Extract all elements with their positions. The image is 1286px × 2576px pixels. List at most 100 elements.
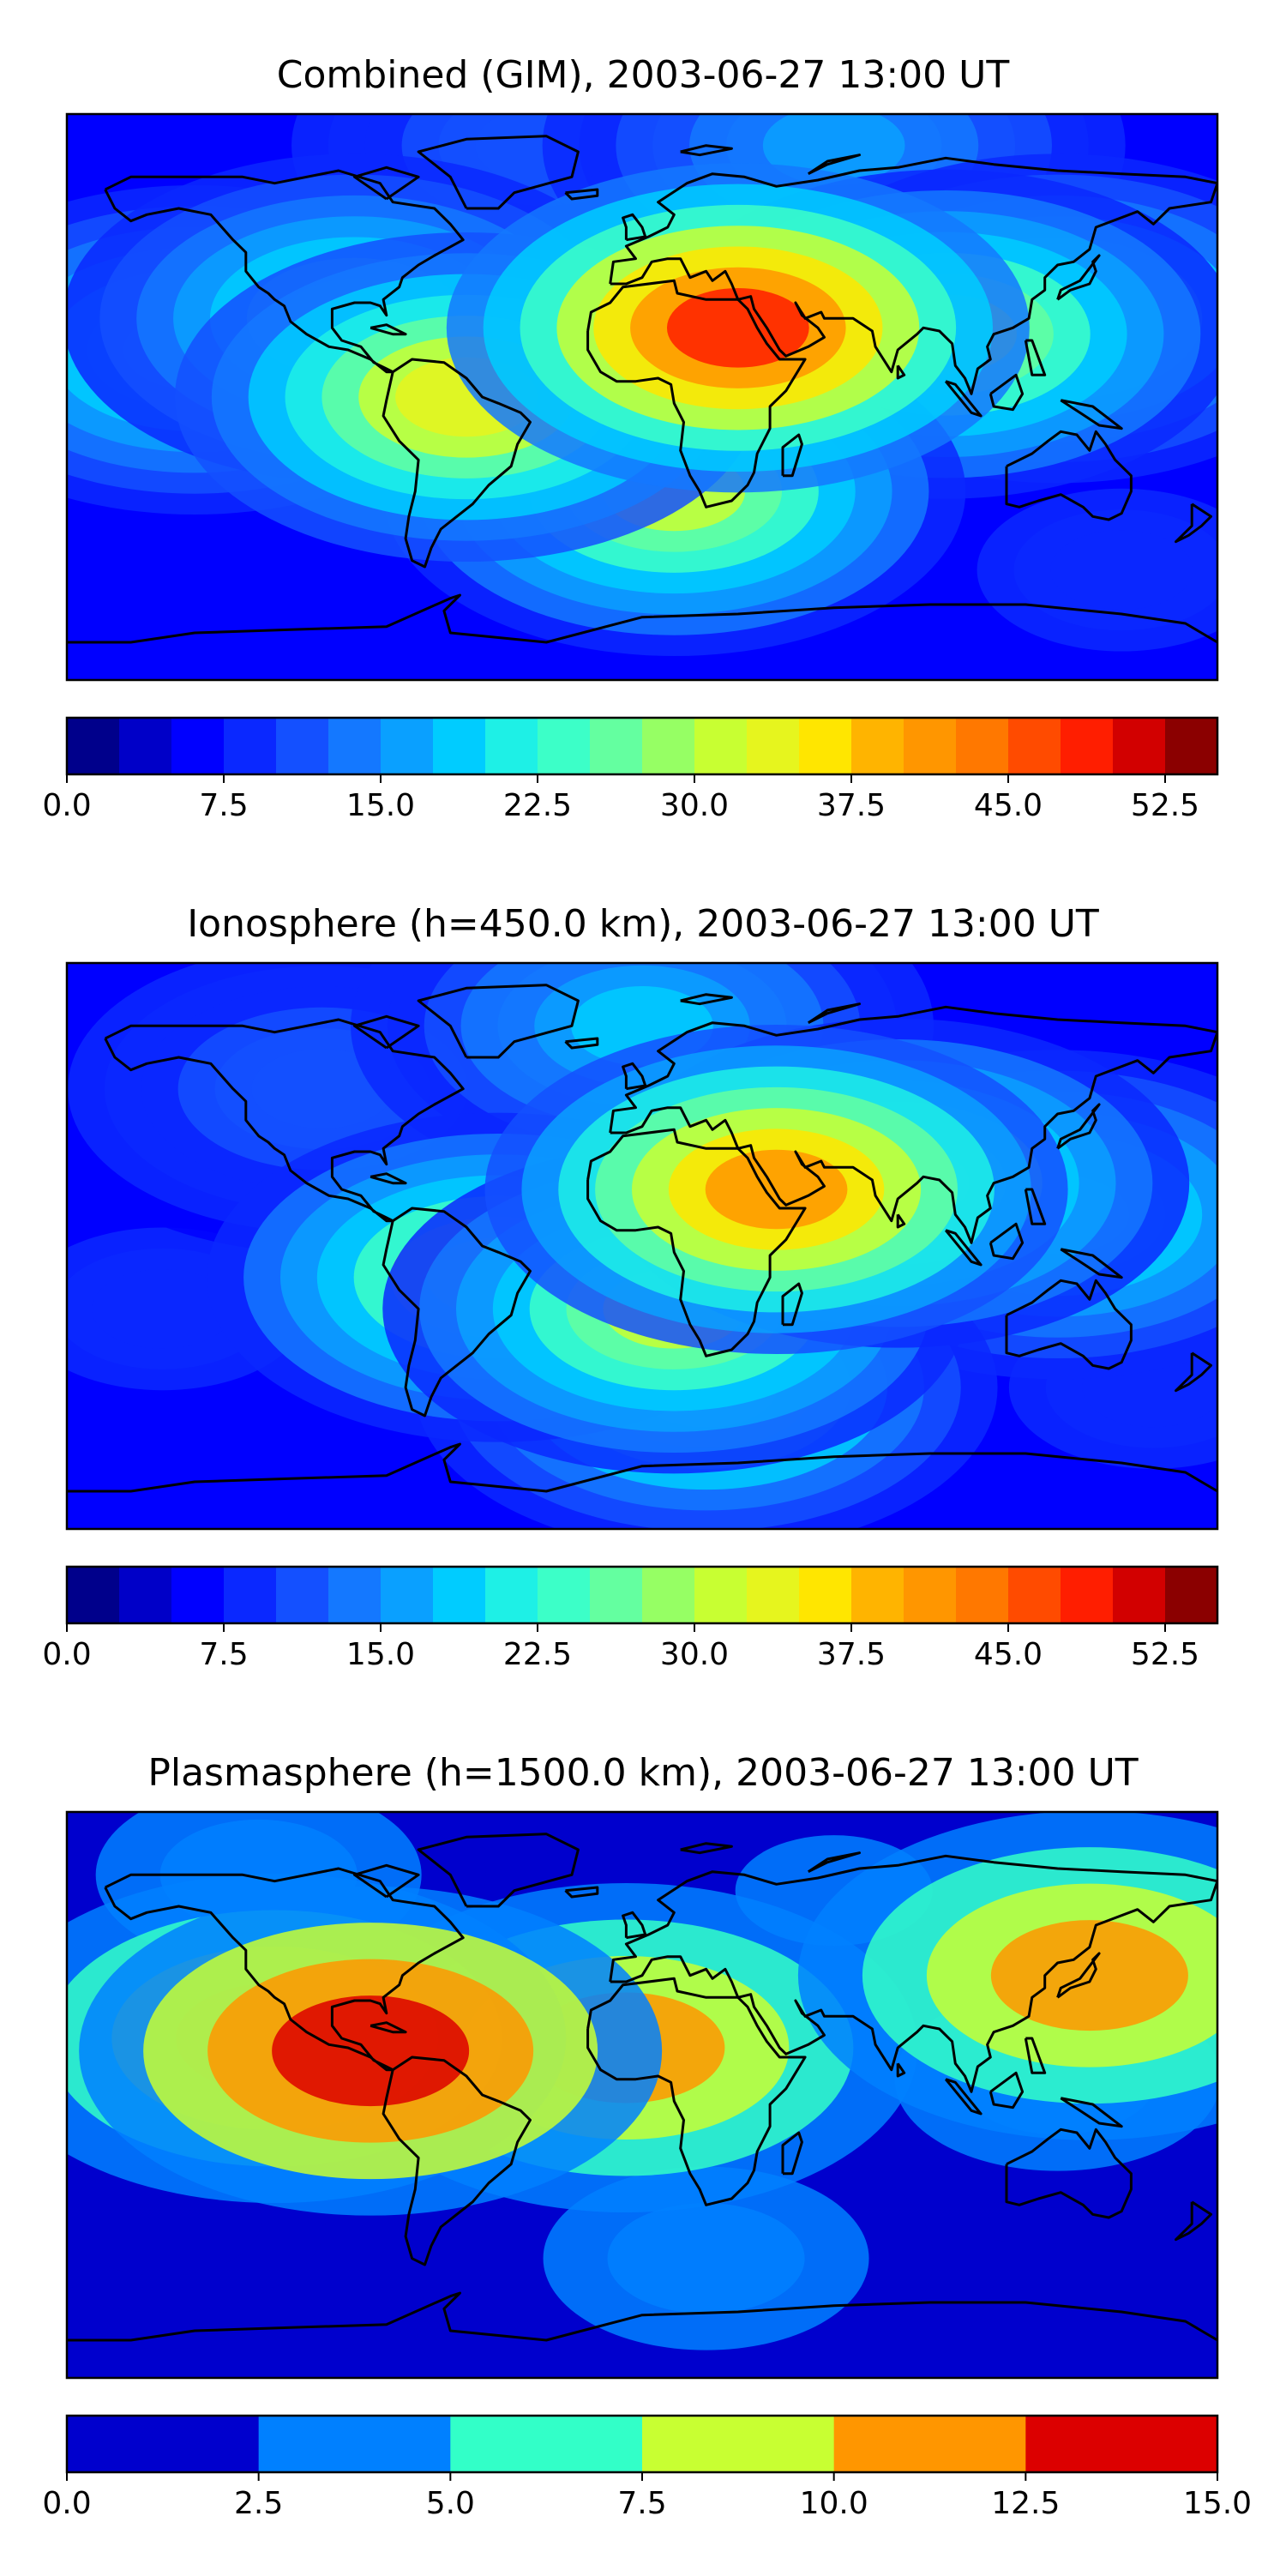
colorbar-tick-label: 15.0 [346, 788, 415, 823]
colorbar: 0.0 2.5 5.0 7.5 10.0 12.5 15.0 [42, 2414, 1252, 2521]
coastline-new-guinea [1060, 1248, 1123, 1279]
coastline-australia [1005, 2128, 1133, 2219]
colorbar-segment [1061, 1567, 1114, 1623]
field-peak [79, 1886, 663, 2216]
coastline-antarctica [67, 593, 1217, 644]
coastline-sri-lanka [896, 2062, 906, 2078]
colorbar-tick-label: 37.5 [817, 1637, 886, 1672]
coastline-greenland [417, 984, 580, 1059]
map-frame [65, 112, 1219, 682]
map-area [65, 112, 1219, 682]
coastline-iceland [564, 1037, 599, 1050]
colorbar-tick-label: 45.0 [974, 1637, 1043, 1672]
colorbar-segment [119, 718, 172, 774]
coastline-philippines [1024, 339, 1047, 376]
colorbar-segment [694, 1567, 748, 1623]
colorbar-segment [433, 1567, 486, 1623]
contour-band [251, 1049, 394, 1129]
coastline-greenland [417, 135, 580, 210]
colorbar-segment [799, 718, 852, 774]
colorbar-tick-label: 0.0 [42, 1637, 91, 1672]
coastline-eurasia [609, 1005, 1217, 1244]
map-frame [65, 961, 1219, 1531]
coastline-sri-lanka [896, 1213, 906, 1229]
coastline-borneo [989, 1222, 1025, 1261]
coastline-borneo [989, 2071, 1025, 2110]
colorbar-segment [224, 718, 277, 774]
colorbar-segment [1165, 718, 1218, 774]
colorbar-segment [538, 718, 591, 774]
coastline-africa [586, 1128, 807, 1357]
coastline-new-zealand [1175, 503, 1212, 544]
coastlines [67, 135, 1217, 644]
colorbar-segment [538, 1567, 591, 1623]
colorbar-segment [904, 1567, 957, 1623]
panel-title: Ionosphere (h=450.0 km), 2003-06-27 13:0… [187, 902, 1099, 946]
colorbar-tick-label: 52.5 [1131, 788, 1199, 823]
colorbar-segment [833, 2416, 1026, 2472]
contour-band [990, 1920, 1188, 2031]
colorbar-segment [1008, 1567, 1061, 1623]
colorbar-tick-label: 52.5 [1131, 1637, 1199, 1672]
colorbar-tick-label: 5.0 [426, 2486, 475, 2521]
contour-field [67, 1812, 1217, 2378]
colorbar-segment [642, 718, 695, 774]
colorbar-segment [258, 2416, 451, 2472]
colorbar-tick-label: 15.0 [346, 1637, 415, 1672]
coastline-north-america [104, 169, 465, 374]
coastlines [67, 984, 1217, 1493]
colorbar-tick-label: 22.5 [503, 1637, 572, 1672]
coastline-antarctica [67, 2291, 1217, 2342]
coastline-new-guinea [1060, 399, 1123, 430]
contour-field [67, 963, 1217, 1529]
colorbar-segment [956, 1567, 1009, 1623]
colorbar-segment [1113, 718, 1166, 774]
colorbar-segment [1113, 1567, 1166, 1623]
contour-band [272, 1995, 470, 2107]
coastline-cuba [370, 323, 407, 336]
colorbar-segment [851, 1567, 904, 1623]
colorbar-tick-label: 15.0 [1183, 2486, 1252, 2521]
colorbar-segment [747, 1567, 800, 1623]
colorbar-segment [276, 718, 329, 774]
coastline-madagascar [781, 433, 803, 478]
coastline-greenland [417, 1833, 580, 1908]
colorbar-segment [224, 1567, 277, 1623]
coastline-australia [1005, 1279, 1133, 1370]
colorbar-segment [450, 2416, 643, 2472]
colorbar-segment [171, 1567, 225, 1623]
colorbar-segment [119, 1567, 172, 1623]
colorbar-tick-label: 22.5 [503, 788, 572, 823]
coastline-great-britain [622, 213, 647, 242]
coastline-baffin-island [353, 1014, 420, 1050]
coastline-eurasia [609, 156, 1217, 395]
coastline-south-america [382, 1207, 532, 1417]
coastline-iceland [564, 188, 599, 201]
colorbar-segment [381, 718, 434, 774]
colorbar-segment [67, 1567, 120, 1623]
coastlines [67, 1833, 1217, 2342]
coastline-japan [1056, 1103, 1101, 1150]
contour-band [607, 2203, 805, 2314]
coastline-baffin-island [353, 166, 420, 201]
colorbar-tick-label: 7.5 [199, 788, 248, 823]
colorbar-tick-label: 45.0 [974, 788, 1043, 823]
colorbar-segment [67, 718, 120, 774]
coastline-iceland [564, 1886, 599, 1899]
coastline-novaya-zemlya [807, 1851, 861, 1874]
colorbar-segment [694, 718, 748, 774]
colorbar-segment [67, 2416, 260, 2472]
colorbar: 0.0 7.5 15.0 22.5 30.0 37.5 45.0 52.5 [42, 716, 1219, 823]
contour-band [666, 288, 809, 368]
colorbar-frame [65, 716, 1219, 776]
colorbar-segment [328, 718, 382, 774]
colorbar-segment [904, 718, 957, 774]
colorbar-frame [65, 1565, 1219, 1625]
coastline-new-zealand [1175, 1351, 1212, 1393]
coastline-baffin-island [353, 1863, 420, 1899]
coastline-svalbard [680, 1842, 733, 1855]
coastline-south-america [382, 358, 532, 569]
colorbar-tick-label: 12.5 [991, 2486, 1060, 2521]
colorbar-tick-label: 0.0 [42, 2486, 91, 2521]
